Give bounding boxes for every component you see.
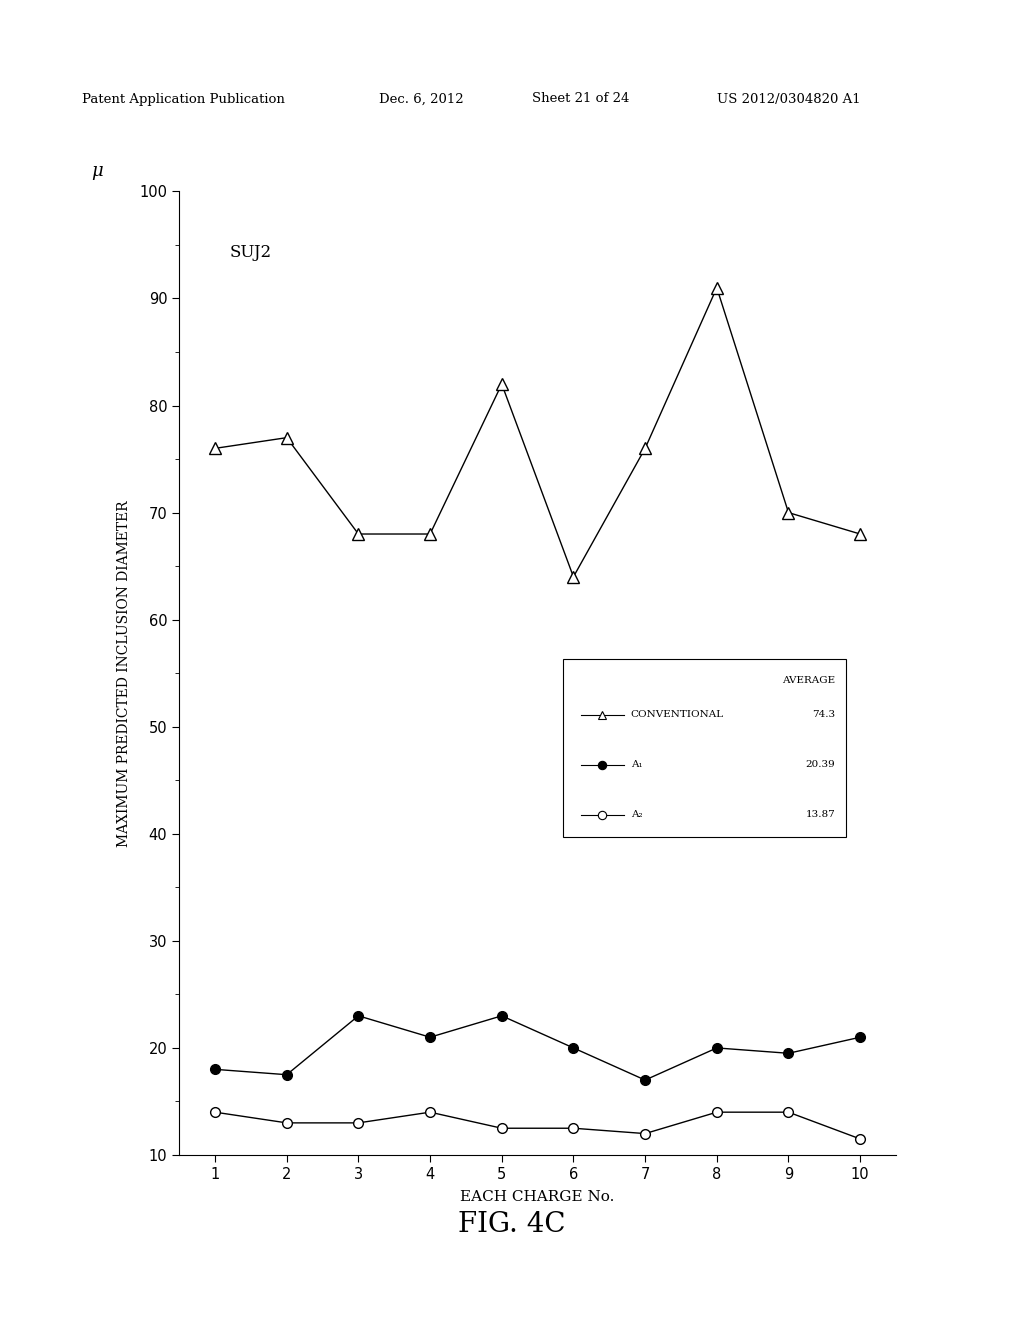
Text: CONVENTIONAL: CONVENTIONAL [631,710,724,719]
Y-axis label: MAXIMUM PREDICTED INCLUSION DIAMETER: MAXIMUM PREDICTED INCLUSION DIAMETER [117,500,131,846]
Text: 74.3: 74.3 [812,710,835,719]
Text: A₂: A₂ [631,810,642,820]
Text: Dec. 6, 2012: Dec. 6, 2012 [379,92,464,106]
Text: 13.87: 13.87 [805,810,835,820]
Text: Sheet 21 of 24: Sheet 21 of 24 [532,92,630,106]
Text: SUJ2: SUJ2 [229,244,271,261]
Text: A₁: A₁ [631,760,642,770]
Text: AVERAGE: AVERAGE [782,676,835,685]
Bar [563,659,846,837]
X-axis label: EACH CHARGE No.: EACH CHARGE No. [461,1191,614,1204]
Text: US 2012/0304820 A1: US 2012/0304820 A1 [717,92,860,106]
Text: 20.39: 20.39 [805,760,835,770]
Text: FIG. 4C: FIG. 4C [459,1212,565,1238]
Text: Patent Application Publication: Patent Application Publication [82,92,285,106]
Text: μ: μ [91,162,102,180]
